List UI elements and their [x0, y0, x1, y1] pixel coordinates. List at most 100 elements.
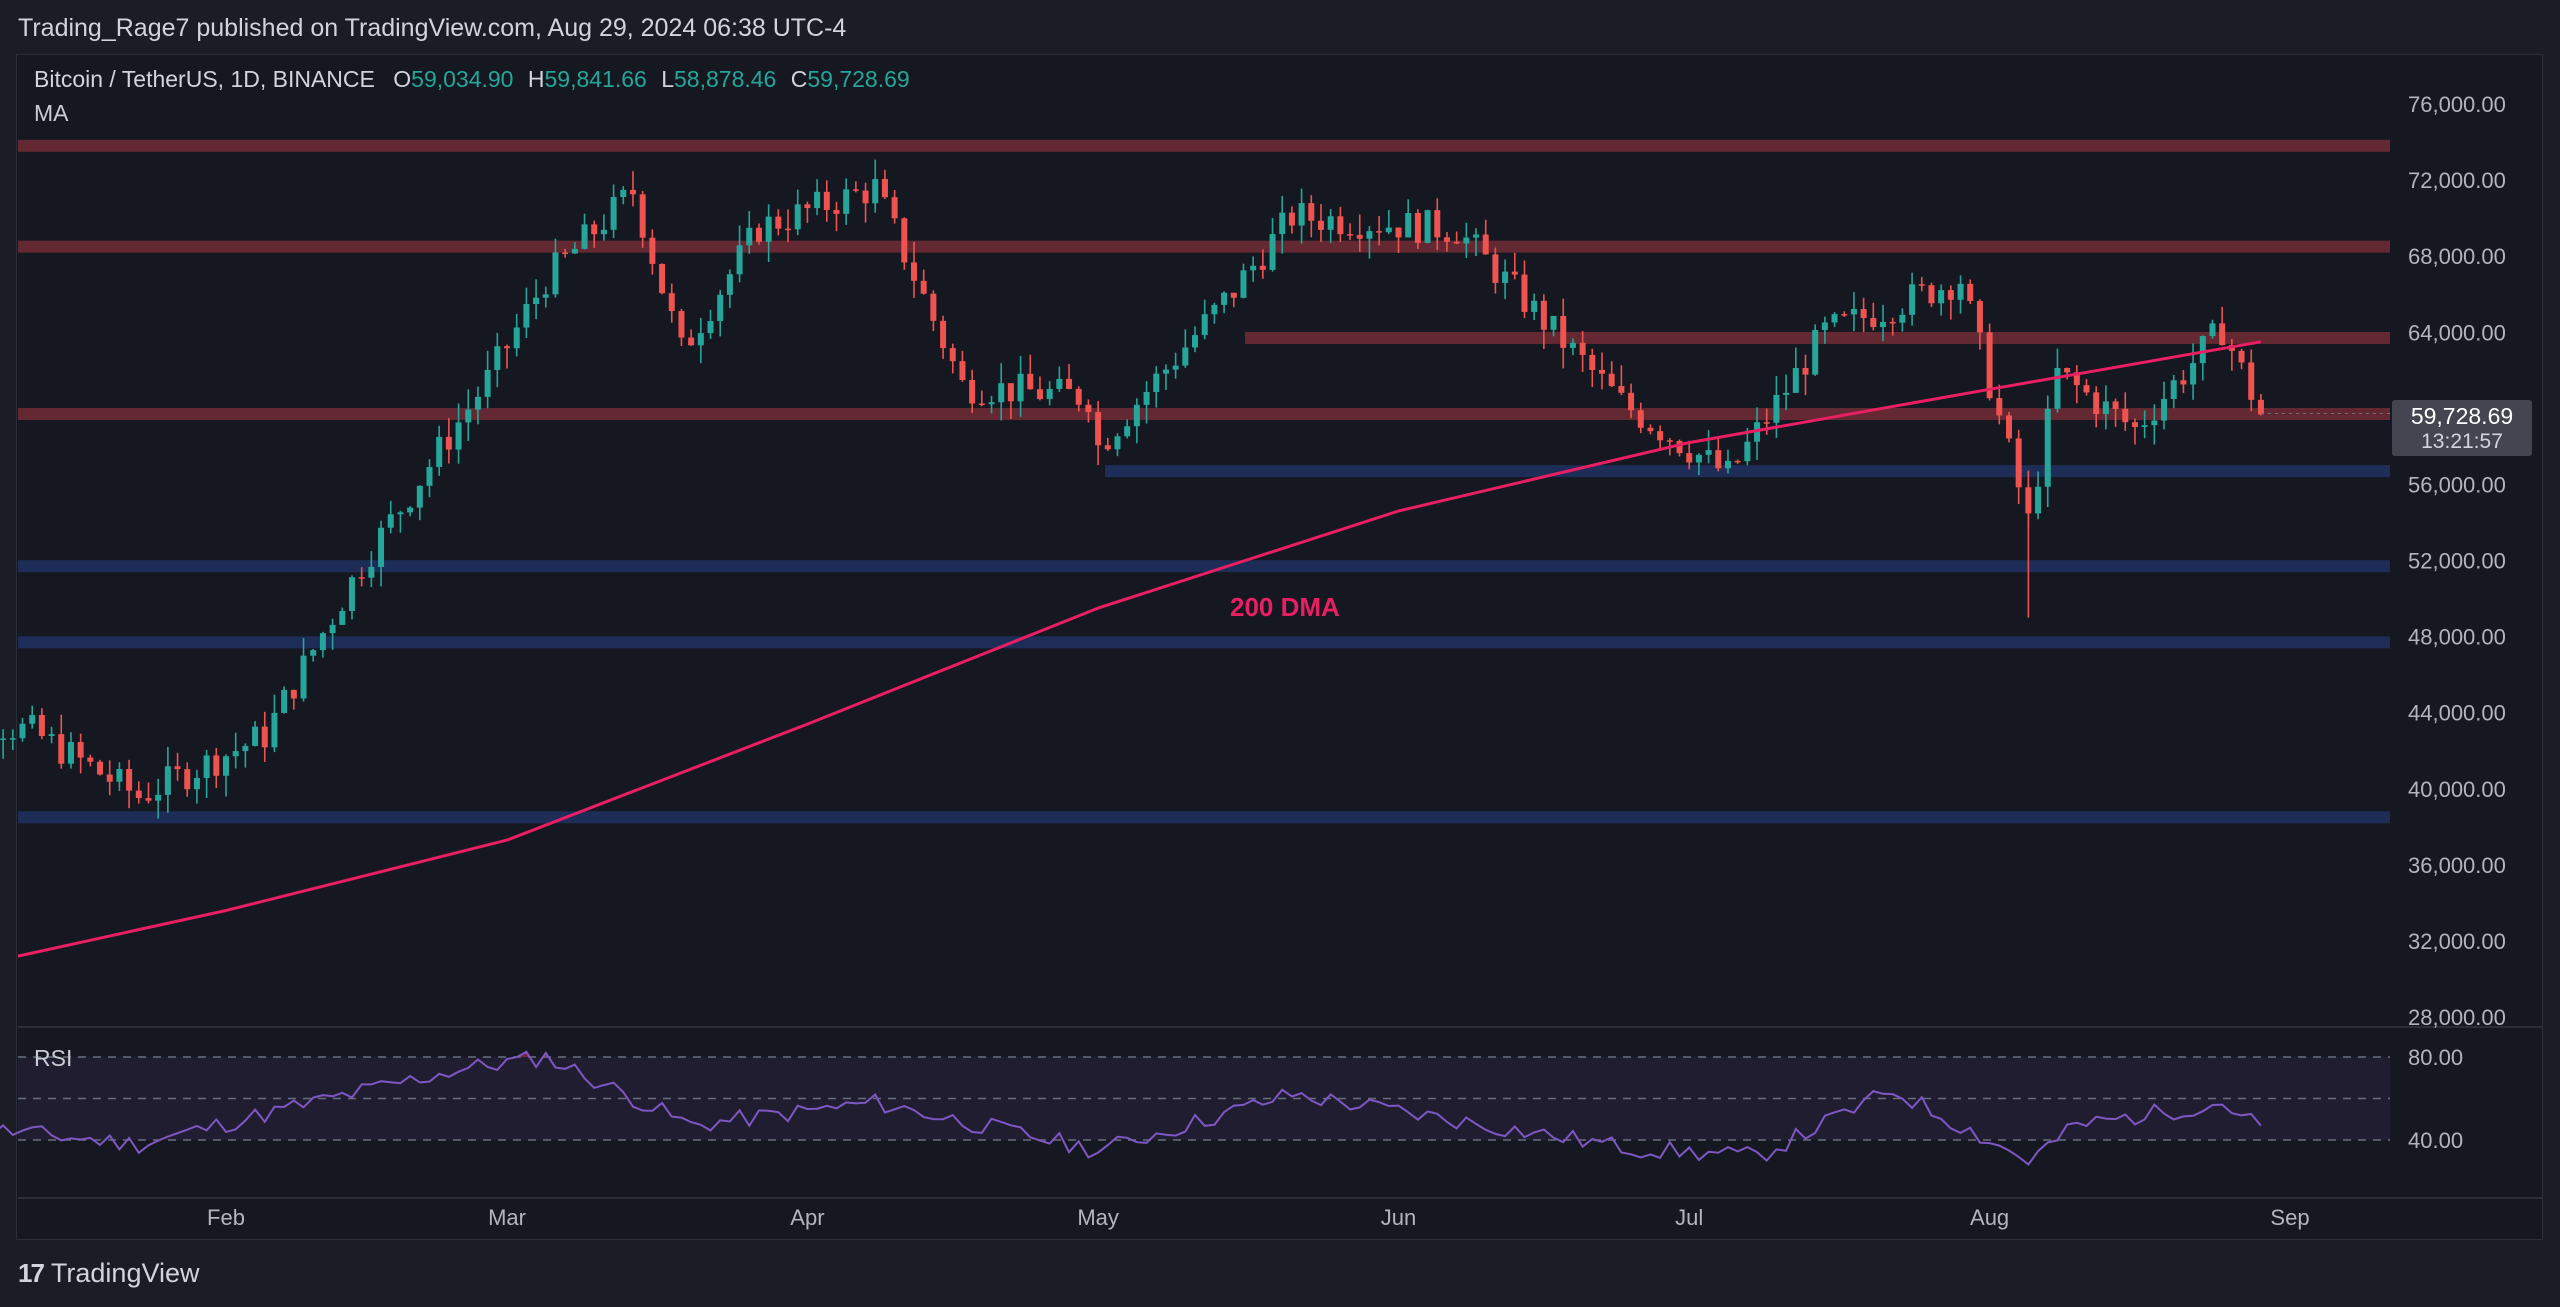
candle-body	[1317, 220, 1324, 230]
candle-body	[1976, 300, 1983, 333]
candle-body	[1356, 234, 1363, 239]
candle-body	[513, 327, 520, 349]
candle-body	[1162, 369, 1169, 374]
candle-body	[1715, 450, 1722, 469]
candle-body	[1211, 304, 1218, 315]
candle-body	[2102, 401, 2109, 414]
candle-body	[1027, 373, 1034, 390]
candle-body	[310, 650, 317, 656]
y-tick-label: 32,000.00	[2408, 929, 2506, 954]
candle-body	[843, 189, 850, 214]
candle-body	[1259, 265, 1266, 270]
candle-body	[164, 766, 171, 795]
candle-body	[1046, 388, 1053, 400]
y-tick-label: 72,000.00	[2408, 168, 2506, 193]
candle-body	[610, 196, 617, 230]
candle-body	[1056, 378, 1063, 389]
ma-indicator-label[interactable]: MA	[34, 100, 69, 126]
candle-body	[1492, 254, 1499, 283]
candle-body	[1860, 309, 1867, 319]
candle-body	[881, 178, 888, 198]
y-tick-label: 68,000.00	[2408, 244, 2506, 269]
candle-body	[1560, 315, 1567, 348]
candle-body	[1502, 271, 1509, 283]
candle-body	[2238, 350, 2245, 363]
x-tick-label: Sep	[2270, 1205, 2309, 1230]
candle-body	[600, 229, 607, 235]
candle-body	[1938, 290, 1945, 304]
candle-body	[1511, 271, 1518, 275]
candle-body	[1298, 203, 1305, 226]
candle-body	[174, 766, 181, 770]
candle-body	[378, 527, 385, 567]
candle-body	[930, 293, 937, 321]
low-label: L	[661, 66, 675, 92]
candle-body	[319, 633, 326, 651]
candle-body	[29, 715, 36, 724]
candle-body	[2054, 368, 2061, 409]
candle-body	[1773, 394, 1780, 423]
candle-body	[1376, 231, 1383, 233]
candle-body	[697, 333, 704, 346]
candle-body	[0, 738, 7, 740]
candle-body	[2151, 420, 2158, 426]
candle-body	[1744, 441, 1751, 462]
candle-body	[1734, 460, 1741, 463]
candle-body	[1996, 398, 2003, 416]
candle-body	[736, 245, 743, 275]
candle-body	[1230, 292, 1237, 298]
candle-body	[484, 369, 491, 397]
candle-body	[67, 742, 74, 764]
rsi-indicator-label[interactable]: RSI	[34, 1045, 73, 1071]
candle-body	[1928, 285, 1935, 304]
candle-body	[688, 337, 695, 346]
candle-body	[707, 321, 714, 334]
candle-body	[455, 422, 462, 450]
candle-body	[290, 689, 297, 699]
candle-body	[2257, 399, 2264, 415]
candle-body	[1143, 392, 1150, 405]
candle-body	[465, 409, 472, 423]
x-tick-label: Apr	[790, 1205, 824, 1230]
candle-body	[1909, 284, 1916, 315]
tradingview-brand[interactable]: 17 TradingView	[18, 1258, 200, 1289]
candle-body	[1424, 210, 1431, 243]
x-tick-label: May	[1077, 1205, 1119, 1230]
candle-body	[348, 577, 355, 611]
candle-body	[833, 209, 840, 214]
close-value: 59,728.69	[807, 66, 910, 92]
candle-body	[87, 757, 94, 762]
candle-body	[1792, 368, 1799, 393]
candle-body	[436, 436, 443, 468]
open-value: 59,034.90	[411, 66, 514, 92]
candle-body	[281, 689, 288, 713]
resistance-zone	[18, 240, 2390, 253]
candle-body	[998, 383, 1005, 403]
ma200-annotation: 200 DMA	[1230, 592, 1340, 622]
candle-body	[2005, 415, 2012, 439]
candle-body	[969, 379, 976, 404]
candle-body	[203, 755, 210, 779]
candle-body	[852, 189, 859, 191]
candle-body	[794, 204, 801, 230]
candle-body	[1802, 368, 1809, 375]
candle-body	[978, 403, 985, 406]
candle-body	[1618, 386, 1625, 393]
candle-body	[1104, 445, 1111, 450]
brand-name: TradingView	[50, 1258, 200, 1288]
candle-body	[542, 294, 549, 298]
candle-body	[1007, 383, 1014, 402]
candle-body	[1986, 332, 1993, 399]
close-label: C	[790, 66, 808, 92]
candle-body	[1414, 212, 1421, 243]
x-tick-label: Jun	[1381, 1205, 1416, 1230]
candle-body	[232, 751, 239, 757]
candle-body	[746, 227, 753, 246]
candle-body	[1308, 203, 1315, 221]
y-tick-label: 48,000.00	[2408, 625, 2506, 650]
candle-body	[988, 402, 995, 405]
last-price-tag: 59,728.69 13:21:57	[2392, 400, 2532, 456]
candle-body	[126, 769, 133, 791]
x-tick-label: Aug	[1970, 1205, 2009, 1230]
